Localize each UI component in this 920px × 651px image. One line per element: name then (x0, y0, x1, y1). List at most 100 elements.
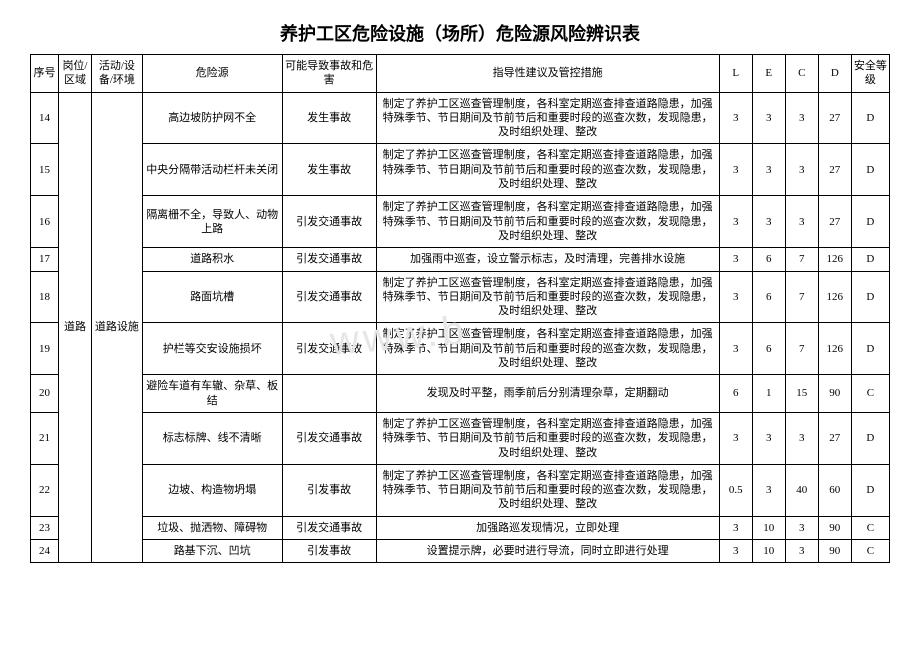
cell-accident: 发生事故 (282, 92, 376, 144)
cell-e: 6 (752, 248, 785, 271)
header-activity: 活动/设备/环境 (91, 55, 142, 93)
cell-accident: 引发事故 (282, 464, 376, 516)
cell-l: 3 (719, 248, 752, 271)
cell-d: 27 (818, 412, 851, 464)
table-row: 16隔离栅不全，导致人、动物上路引发交通事故制定了养护工区巡查管理制度，各科室定… (31, 196, 890, 248)
table-row: 21标志标牌、线不清晰引发交通事故制定了养护工区巡查管理制度，各科室定期巡查排查… (31, 412, 890, 464)
cell-accident: 发生事故 (282, 144, 376, 196)
cell-suggestion: 制定了养护工区巡查管理制度，各科室定期巡查排查道路隐患，加强特殊季节、节日期间及… (376, 144, 719, 196)
table-row: 20避险车道有车辙、杂草、板结发现及时平整，雨季前后分别清理杂草，定期翻动611… (31, 375, 890, 413)
cell-e: 3 (752, 412, 785, 464)
cell-accident: 引发交通事故 (282, 323, 376, 375)
cell-suggestion: 制定了养护工区巡查管理制度，各科室定期巡查排查道路隐患，加强特殊季节、节日期间及… (376, 412, 719, 464)
cell-d: 27 (818, 196, 851, 248)
cell-source: 中央分隔带活动栏杆未关闭 (142, 144, 282, 196)
cell-c: 3 (785, 516, 818, 539)
cell-suggestion: 设置提示牌，必要时进行导流，同时立即进行处理 (376, 540, 719, 563)
cell-e: 1 (752, 375, 785, 413)
cell-post: 道路 (58, 92, 91, 563)
cell-e: 3 (752, 464, 785, 516)
cell-accident: 引发交通事故 (282, 412, 376, 464)
cell-seq: 18 (31, 271, 59, 323)
cell-suggestion: 制定了养护工区巡查管理制度，各科室定期巡查排查道路隐患，加强特殊季节、节日期间及… (376, 464, 719, 516)
cell-accident: 引发事故 (282, 540, 376, 563)
cell-e: 10 (752, 516, 785, 539)
cell-grade: C (851, 516, 889, 539)
cell-c: 7 (785, 323, 818, 375)
header-d: D (818, 55, 851, 93)
risk-table: 序号 岗位/区域 活动/设备/环境 危险源 可能导致事故和危害 指导性建议及管控… (30, 54, 890, 563)
cell-e: 6 (752, 271, 785, 323)
table-row: 22 边坡、构造物坍塌引发事故制定了养护工区巡查管理制度，各科室定期巡查排查道路隐… (31, 464, 890, 516)
cell-source: 路基下沉、凹坑 (142, 540, 282, 563)
cell-c: 7 (785, 248, 818, 271)
cell-l: 3 (719, 412, 752, 464)
cell-grade: D (851, 464, 889, 516)
page-title: 养护工区危险设施（场所）危险源风险辨识表 (30, 20, 890, 46)
cell-suggestion: 制定了养护工区巡查管理制度，各科室定期巡查排查道路隐患，加强特殊季节、节日期间及… (376, 271, 719, 323)
cell-suggestion: 制定了养护工区巡查管理制度，各科室定期巡查排查道路隐患，加强特殊季节、节日期间及… (376, 92, 719, 144)
cell-seq: 15 (31, 144, 59, 196)
header-l: L (719, 55, 752, 93)
cell-source: 路面坑槽 (142, 271, 282, 323)
table-row: 17道路积水引发交通事故加强雨中巡查，设立警示标志，及时清理，完善排水设施367… (31, 248, 890, 271)
cell-d: 126 (818, 271, 851, 323)
header-accident: 可能导致事故和危害 (282, 55, 376, 93)
cell-grade: D (851, 271, 889, 323)
cell-seq: 23 (31, 516, 59, 539)
cell-l: 3 (719, 323, 752, 375)
cell-grade: D (851, 196, 889, 248)
table-row: 23垃圾、抛洒物、障碍物引发交通事故加强路巡发现情况，立即处理310390C (31, 516, 890, 539)
cell-source: 高边坡防护网不全 (142, 92, 282, 144)
cell-source: 边坡、构造物坍塌 (142, 464, 282, 516)
table-row: 24路基下沉、凹坑引发事故设置提示牌，必要时进行导流，同时立即进行处理31039… (31, 540, 890, 563)
cell-c: 3 (785, 412, 818, 464)
cell-c: 3 (785, 196, 818, 248)
cell-suggestion: 加强雨中巡查，设立警示标志，及时清理，完善排水设施 (376, 248, 719, 271)
cell-e: 3 (752, 144, 785, 196)
cell-l: 0.5 (719, 464, 752, 516)
cell-source: 避险车道有车辙、杂草、板结 (142, 375, 282, 413)
cell-seq: 17 (31, 248, 59, 271)
cell-d: 60 (818, 464, 851, 516)
cell-accident: 引发交通事故 (282, 248, 376, 271)
header-c: C (785, 55, 818, 93)
cell-l: 3 (719, 271, 752, 323)
cell-suggestion: 制定了养护工区巡查管理制度，各科室定期巡查排查道路隐患，加强特殊季节、节日期间及… (376, 196, 719, 248)
cell-d: 126 (818, 248, 851, 271)
cell-e: 6 (752, 323, 785, 375)
cell-seq: 22 (31, 464, 59, 516)
cell-suggestion: 加强路巡发现情况，立即处理 (376, 516, 719, 539)
cell-source: 护栏等交安设施损坏 (142, 323, 282, 375)
cell-l: 3 (719, 516, 752, 539)
cell-activity: 道路设施 (91, 92, 142, 563)
cell-seq: 16 (31, 196, 59, 248)
cell-d: 90 (818, 540, 851, 563)
table-row: 18 路面坑槽引发交通事故制定了养护工区巡查管理制度，各科室定期巡查排查道路隐患，… (31, 271, 890, 323)
cell-d: 126 (818, 323, 851, 375)
cell-source: 隔离栅不全，导致人、动物上路 (142, 196, 282, 248)
table-header-row: 序号 岗位/区域 活动/设备/环境 危险源 可能导致事故和危害 指导性建议及管控… (31, 55, 890, 93)
table-row: 19护栏等交安设施损坏引发交通事故制定了养护工区巡查管理制度，各科室定期巡查排查… (31, 323, 890, 375)
table-row: 14道路道路设施高边坡防护网不全发生事故制定了养护工区巡查管理制度，各科室定期巡… (31, 92, 890, 144)
cell-e: 10 (752, 540, 785, 563)
cell-seq: 19 (31, 323, 59, 375)
cell-l: 3 (719, 144, 752, 196)
cell-grade: D (851, 323, 889, 375)
cell-grade: D (851, 144, 889, 196)
cell-grade: D (851, 92, 889, 144)
cell-accident: 引发交通事故 (282, 516, 376, 539)
cell-c: 3 (785, 92, 818, 144)
cell-accident: 引发交通事故 (282, 271, 376, 323)
cell-c: 7 (785, 271, 818, 323)
cell-c: 3 (785, 540, 818, 563)
cell-d: 27 (818, 92, 851, 144)
cell-c: 3 (785, 144, 818, 196)
cell-seq: 14 (31, 92, 59, 144)
cell-c: 15 (785, 375, 818, 413)
cell-seq: 20 (31, 375, 59, 413)
header-seq: 序号 (31, 55, 59, 93)
cell-e: 3 (752, 196, 785, 248)
cell-seq: 24 (31, 540, 59, 563)
cell-l: 3 (719, 196, 752, 248)
